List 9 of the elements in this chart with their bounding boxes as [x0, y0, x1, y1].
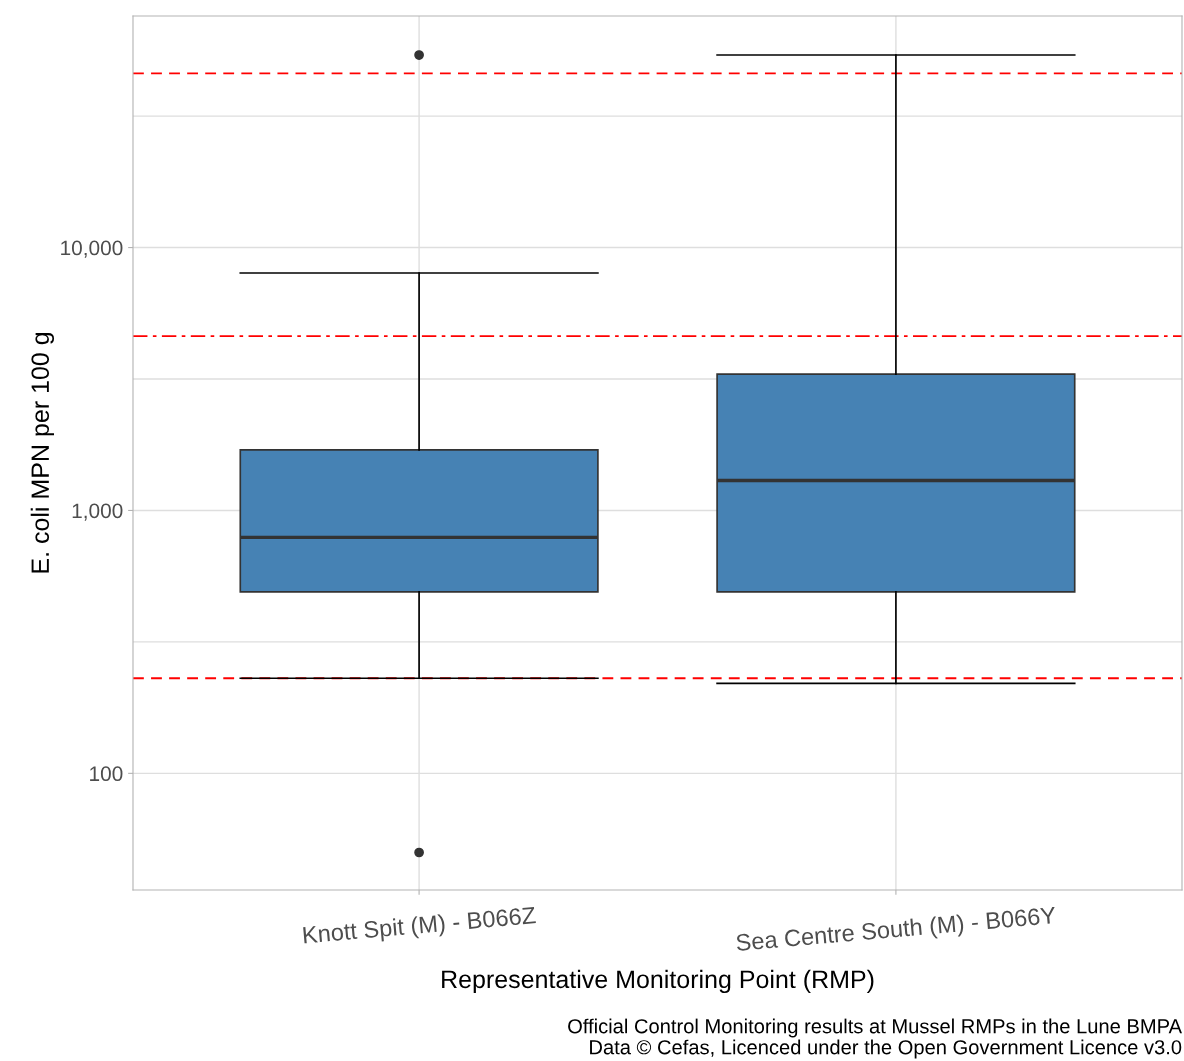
x-tick-label: Sea Centre South (M) - B066Y — [735, 906, 1057, 956]
y-axis-title: E. coli MPN per 100 g — [30, 333, 55, 573]
text: Data © Cefas, Licenced under the Open Government Licence v3.0 — [590, 1039, 1182, 1059]
x-tick-label: Knott Spit (M) - B066Z — [303, 906, 537, 949]
x-axis-title: Representative Monitoring Point (RMP) — [442, 969, 874, 994]
y-tick-label: 1,000 — [72, 503, 123, 521]
text: Official Control Monitoring results at Mussel RMPs in the Lune BMPA — [568, 1018, 1182, 1038]
y-tick-label: 10,000 — [61, 240, 123, 258]
y-tick-label: 100 — [90, 766, 123, 782]
